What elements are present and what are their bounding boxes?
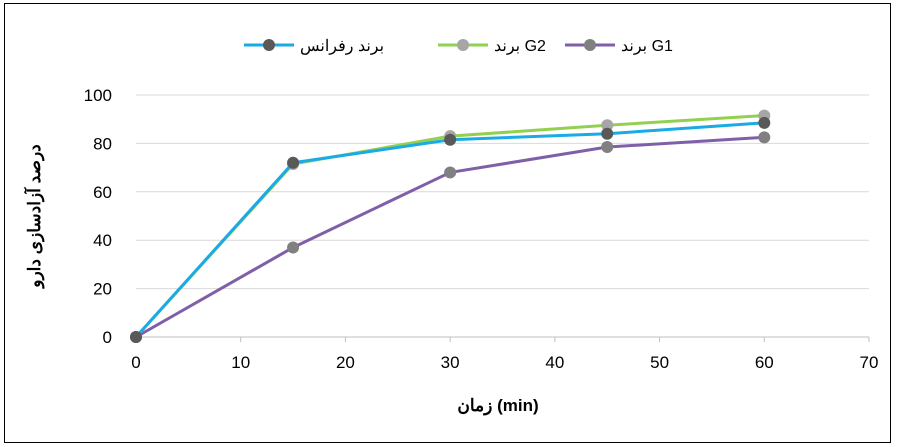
legend: برند رفرانس برند G2 برند G1	[244, 38, 673, 55]
data-point	[601, 127, 614, 140]
series-line	[134, 114, 765, 339]
x-tick-label: 0	[131, 353, 140, 372]
data-point	[601, 119, 614, 132]
legend-swatch-marker	[457, 39, 469, 51]
tick-labels: 0 20 40 60 80 100 0 10 20 30 40 50 60 70	[84, 86, 879, 372]
legend-swatch-marker	[263, 39, 275, 51]
legend-label: برند G1	[621, 38, 673, 55]
legend-item: برند G1	[565, 38, 673, 55]
x-tick-label: 70	[860, 353, 879, 372]
x-tick-label: 30	[441, 353, 460, 372]
y-tick-label: 100	[84, 86, 112, 105]
x-tick-label: 20	[336, 353, 355, 372]
y-axis-title: درصد آزادسازی دارو	[23, 144, 45, 289]
data-point	[444, 166, 457, 179]
y-tick-label: 80	[93, 134, 112, 153]
data-point	[758, 131, 771, 144]
y-tick-label: 40	[93, 231, 112, 250]
legend-swatch-marker	[584, 39, 596, 51]
data-point	[601, 141, 614, 154]
x-tick-label: 50	[650, 353, 669, 372]
series-0	[130, 116, 771, 343]
data-point	[287, 241, 300, 254]
series-layer	[130, 109, 771, 343]
gridlines	[136, 94, 869, 290]
data-point	[287, 156, 300, 169]
y-tick-label: 20	[93, 280, 112, 299]
legend-label: برند رفرانس	[300, 38, 384, 55]
data-point	[130, 331, 142, 343]
data-point	[444, 133, 457, 146]
x-tick-label: 10	[231, 353, 250, 372]
y-tick-label: 0	[103, 328, 112, 347]
legend-item: برند رفرانس	[244, 38, 384, 55]
x-tick-label: 40	[545, 353, 564, 372]
data-point	[758, 116, 771, 129]
y-tick-label: 60	[93, 183, 112, 202]
legend-item: برند G2	[438, 38, 546, 55]
chart-frame	[4, 3, 891, 443]
axes	[135, 336, 870, 342]
x-tick-label: 60	[755, 353, 774, 372]
series-line	[134, 121, 765, 339]
x-axis-title: زمان (min)	[457, 396, 538, 416]
legend-label: برند G2	[494, 38, 546, 55]
